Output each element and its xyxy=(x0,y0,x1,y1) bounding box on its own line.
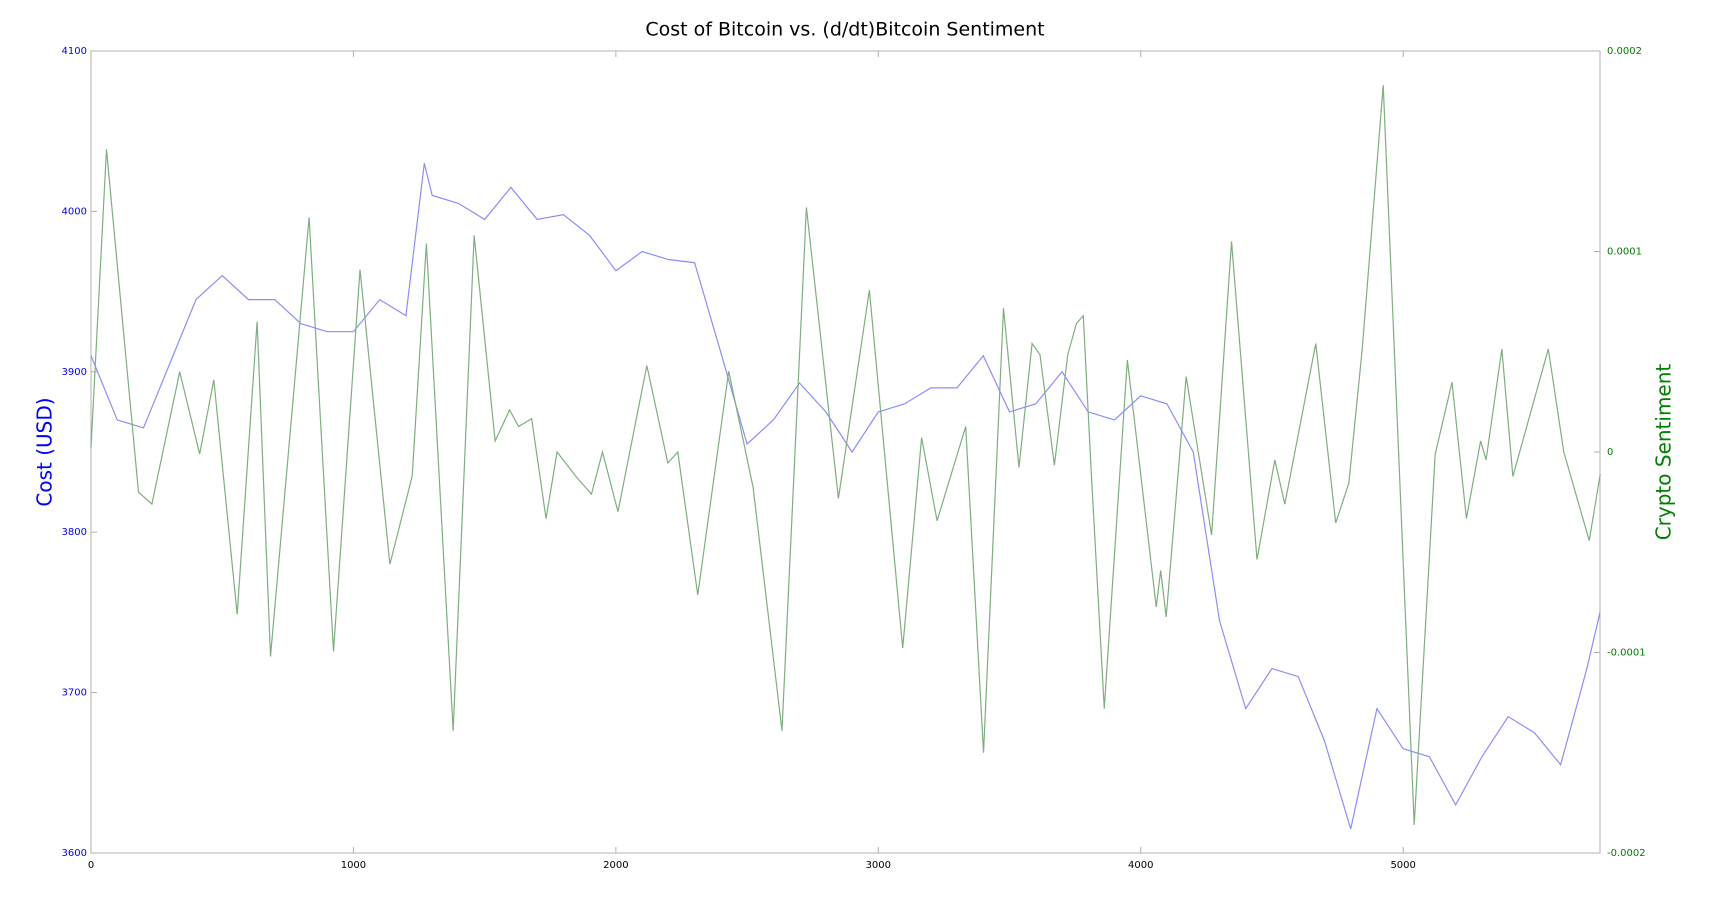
y2-tick-label: 0.0002 xyxy=(1607,46,1642,57)
x-tick-label: 2000 xyxy=(603,860,628,871)
y-tick-label: 3800 xyxy=(62,527,87,538)
data-line xyxy=(90,163,1601,830)
y-tick-label: 3900 xyxy=(62,367,87,378)
y-tick-label: 3600 xyxy=(62,848,87,859)
x-tick-label: 0 xyxy=(88,860,94,871)
y2-tick-label: -0.0001 xyxy=(1607,648,1646,659)
y-tick-label: 4000 xyxy=(62,206,87,217)
x-tick-label: 5000 xyxy=(1390,860,1415,871)
chart-title: Cost of Bitcoin vs. (d/dt)Bitcoin Sentim… xyxy=(645,19,1044,41)
x-tick-label: 3000 xyxy=(866,860,891,871)
y2-tick-label: 0.0001 xyxy=(1607,247,1642,258)
y-axis-label: Cost (USD) xyxy=(33,397,57,506)
data-line xyxy=(90,85,1601,825)
x-tick-label: 4000 xyxy=(1128,860,1153,871)
y2-tick-label: 0 xyxy=(1607,447,1613,458)
y-tick-label: 4100 xyxy=(62,46,87,57)
y-tick-label: 3700 xyxy=(62,688,87,699)
x-tick-label: 1000 xyxy=(341,860,366,871)
y2-tick-label: -0.0002 xyxy=(1607,848,1646,859)
y2-axis-label: Crypto Sentiment xyxy=(1652,364,1676,541)
